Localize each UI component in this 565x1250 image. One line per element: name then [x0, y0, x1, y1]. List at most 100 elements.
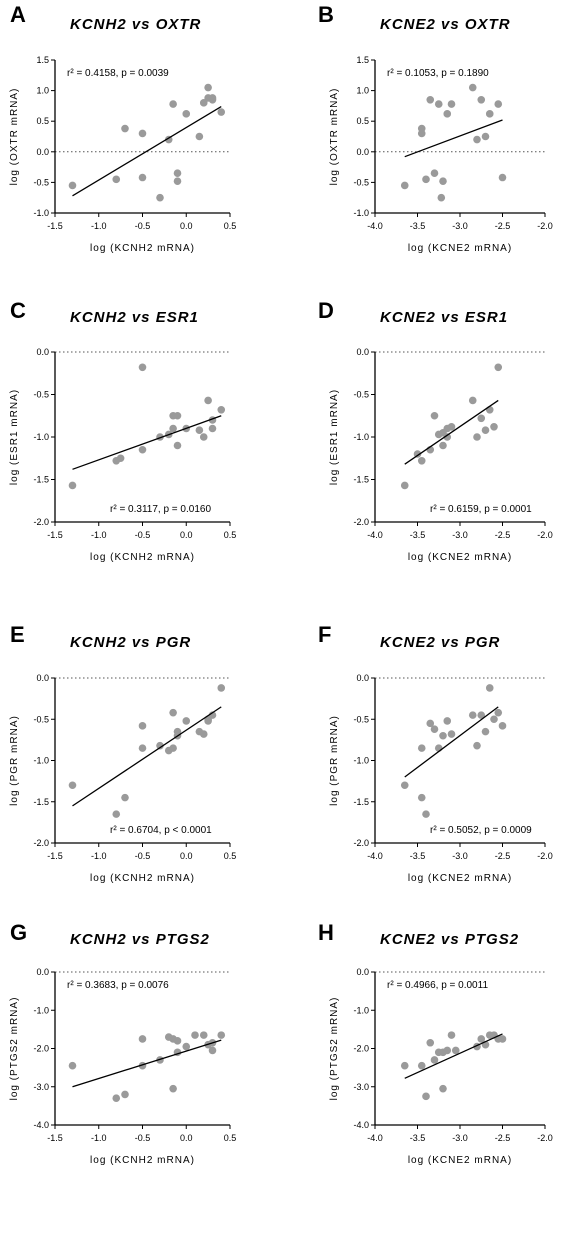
- data-point: [490, 423, 498, 431]
- data-point: [485, 684, 494, 692]
- panel-letter: E: [10, 622, 25, 647]
- x-tick-label: -0.5: [135, 530, 151, 540]
- data-point: [199, 99, 208, 107]
- data-point: [138, 363, 147, 372]
- x-axis-label: log (KCNE2 mRNA): [408, 552, 512, 563]
- x-tick-label: -3.5: [410, 530, 426, 540]
- x-tick-label: -1.5: [47, 1133, 63, 1143]
- x-tick-label: -2.5: [495, 851, 511, 861]
- x-tick-label: -1.5: [47, 530, 63, 540]
- data-point: [112, 810, 121, 818]
- y-tick-label: -0.5: [353, 714, 369, 724]
- y-tick-label: -2.0: [33, 1044, 49, 1054]
- y-tick-label: 0.0: [356, 147, 369, 157]
- panel-f: F KCNE2 vs PGR -4.0 -3.5 -3.0 -2.5 -2.0 0.0 -0.5…: [318, 622, 553, 884]
- data-point: [68, 781, 77, 790]
- data-point: [426, 1038, 435, 1047]
- y-tick-label: -0.5: [33, 177, 49, 187]
- data-point: [169, 744, 177, 752]
- panel-title: KCNH2 vs PTGS2: [70, 931, 210, 948]
- regression-line: [404, 399, 499, 465]
- data-point: [182, 110, 191, 118]
- y-tick-label: -1.0: [353, 756, 369, 766]
- regression-line: [72, 105, 222, 197]
- statistics-annotation: r² = 0.1053, p = 0.1890: [387, 68, 489, 79]
- data-point: [112, 175, 121, 184]
- data-point: [138, 1035, 147, 1043]
- x-tick-label: -0.5: [135, 851, 151, 861]
- data-point: [173, 169, 182, 178]
- regression-line: [72, 415, 222, 470]
- x-tick-label: -2.0: [537, 851, 553, 861]
- data-point: [473, 741, 481, 750]
- data-point: [173, 1037, 182, 1045]
- y-axis-label: log (OXTR mRNA): [329, 88, 340, 186]
- data-point: [191, 1031, 199, 1039]
- x-tick-label: -3.0: [452, 530, 468, 540]
- y-tick-label: -2.0: [353, 517, 369, 527]
- x-tick-label: -1.0: [91, 530, 107, 540]
- panel-title: KCNH2 vs OXTR: [70, 16, 201, 33]
- x-tick-label: -3.0: [452, 1133, 468, 1143]
- data-point: [417, 124, 426, 133]
- x-tick-label: -2.0: [537, 221, 553, 231]
- y-axis-label: log (ESR1 mRNA): [9, 389, 20, 485]
- data-point: [473, 135, 481, 144]
- data-point: [498, 1035, 507, 1043]
- panel-c: C KCNH2 vs ESR1 -1.5 -1.0 -0.5 0.0 0.5 0.0 -0.5 -…: [9, 298, 236, 563]
- y-tick-label: 1.0: [356, 86, 369, 96]
- data-point: [208, 94, 217, 102]
- y-tick-label: 0.5: [356, 116, 369, 126]
- data-point: [68, 1061, 77, 1070]
- data-point: [173, 411, 182, 420]
- data-point: [138, 173, 147, 182]
- statistics-annotation: r² = 0.3117, p = 0.0160: [110, 504, 211, 515]
- panel-title: KCNE2 vs PTGS2: [380, 931, 519, 948]
- statistics-annotation: r² = 0.3683, p = 0.0076: [67, 980, 169, 991]
- data-point: [430, 725, 439, 733]
- data-point: [204, 83, 212, 92]
- data-point: [173, 177, 182, 185]
- x-tick-label: -4.0: [367, 530, 383, 540]
- data-point: [68, 181, 77, 190]
- data-point: [138, 129, 147, 138]
- x-tick-label: -3.5: [410, 221, 426, 231]
- data-point: [121, 793, 129, 802]
- y-tick-label: 1.5: [36, 55, 49, 65]
- y-tick-label: -4.0: [33, 1120, 49, 1130]
- data-point: [400, 1061, 409, 1070]
- data-point: [498, 722, 507, 730]
- panel-letter: D: [318, 298, 334, 323]
- y-tick-label: -1.0: [353, 1005, 369, 1015]
- y-tick-label: -0.5: [33, 714, 49, 724]
- panel-letter: F: [318, 622, 331, 647]
- data-point: [199, 433, 208, 441]
- panel-d: D KCNE2 vs ESR1 -4.0 -3.5 -3.0 -2.5 -2.0 0.0 -0.…: [318, 298, 553, 563]
- y-tick-label: 0.0: [36, 967, 49, 977]
- data-point: [447, 1031, 456, 1039]
- x-tick-label: -0.5: [135, 221, 151, 231]
- x-tick-label: 0.0: [180, 1133, 193, 1143]
- x-tick-label: -2.5: [495, 530, 511, 540]
- x-tick-label: 0.0: [180, 851, 193, 861]
- x-axis-label: log (KCNE2 mRNA): [408, 243, 512, 254]
- regression-line: [404, 706, 499, 778]
- data-point: [477, 711, 486, 719]
- x-tick-label: -3.5: [410, 851, 426, 861]
- data-point: [417, 457, 426, 465]
- data-point: [430, 411, 439, 420]
- x-axis-label: log (KCNH2 mRNA): [90, 552, 195, 563]
- y-tick-label: -2.0: [353, 1044, 369, 1054]
- x-tick-label: -1.5: [47, 851, 63, 861]
- y-tick-label: 0.0: [356, 967, 369, 977]
- x-tick-label: -4.0: [367, 851, 383, 861]
- data-point: [121, 124, 129, 133]
- data-point: [204, 396, 212, 405]
- regression-line: [404, 119, 503, 158]
- panel-g: G KCNH2 vs PTGS2 -1.5 -1.0 -0.5 0.0 0.5 0.0 -1.0…: [9, 920, 236, 1166]
- y-tick-label: -1.5: [33, 797, 49, 807]
- data-point: [217, 684, 226, 692]
- y-axis-label: log (OXTR mRNA): [9, 88, 20, 186]
- y-tick-label: -3.0: [353, 1082, 369, 1092]
- data-point: [473, 433, 481, 441]
